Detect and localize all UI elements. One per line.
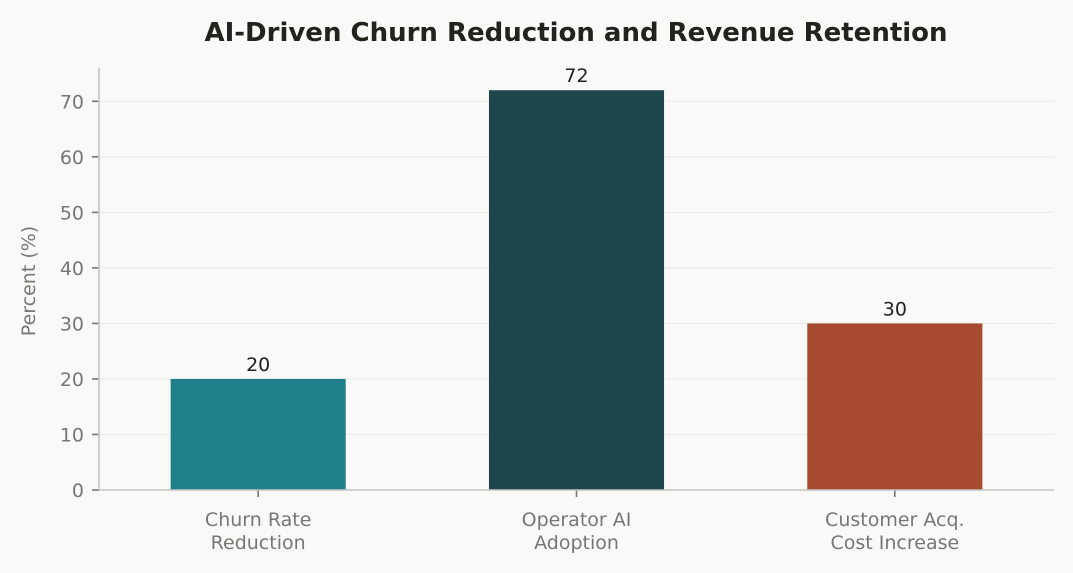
x-tick-label-line: Adoption [534,532,619,554]
data-label: 72 [564,65,588,87]
y-tick-label: 0 [72,480,84,502]
data-label: 30 [883,298,907,320]
data-label: 20 [246,354,270,376]
x-tick-label: Churn Rate Reduction [205,509,311,554]
y-tick-label: 30 [60,313,84,335]
y-axis-label: Percent (%) [18,226,40,336]
y-tick-label: 40 [60,258,84,280]
bar-0 [170,378,346,490]
bar-2 [807,323,983,490]
y-tick-label: 60 [60,147,84,169]
x-tick-label: Customer Acq. Cost Increase [825,509,965,554]
x-tick-label-line: Operator AI [522,509,632,531]
y-tick-label: 70 [60,91,84,113]
y-tick-label: 20 [60,369,84,391]
x-tick-label-line: Cost Increase [830,532,959,554]
axes: 0 10 20 30 40 50 60 70 Churn Rate Reduction Operat… [60,68,1054,554]
x-tick-label: Operator AI Adoption [522,509,632,554]
chart-title: AI-Driven Churn Reduction and Revenue Re… [204,18,947,48]
x-tick-label-line: Reduction [211,532,306,554]
y-tick-label: 50 [60,202,84,224]
bar-1 [488,90,665,491]
x-tick-label-line: Churn Rate [205,509,311,531]
bars: 20 72 30 [170,65,983,491]
y-tick-label: 10 [60,424,84,446]
x-tick-label-line: Customer Acq. [825,509,965,531]
